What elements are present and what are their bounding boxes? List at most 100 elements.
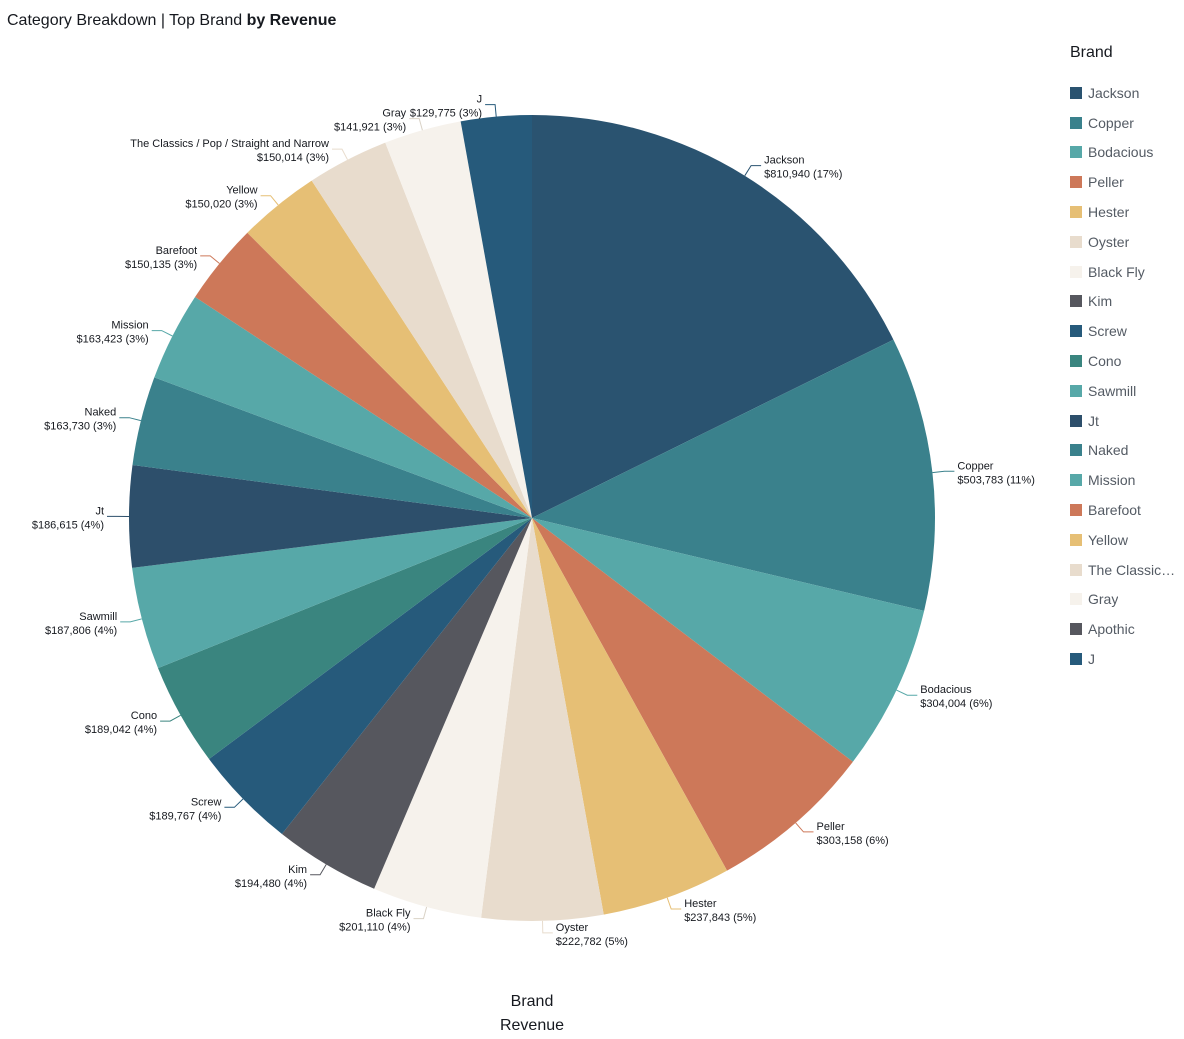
slice-value-label-kim: $194,480 (4%): [235, 878, 307, 890]
legend-item-the-classics-pop-straight-and-narrow[interactable]: The Classics…: [1070, 555, 1182, 585]
legend-item-apothic[interactable]: Apothic: [1070, 614, 1182, 644]
slice-name-label-hester: Hester: [684, 898, 717, 910]
legend-label: Cono: [1088, 353, 1122, 370]
leader-line-the-classics-pop-straight-and-narrow: [332, 148, 348, 160]
slice-value-label-sawmill: $187,806 (4%): [45, 625, 117, 637]
legend-swatch: [1070, 444, 1082, 457]
legend-swatch: [1070, 623, 1082, 636]
legend-swatch: [1070, 563, 1082, 576]
pie-slice-peller[interactable]: [532, 518, 853, 871]
slice-name-label-naked: Naked: [85, 407, 117, 419]
leader-line-kim: [310, 864, 327, 876]
legend-item-sawmill[interactable]: Sawmill: [1070, 376, 1182, 406]
legend-item-jackson[interactable]: Jackson: [1070, 78, 1182, 108]
slice-value-label-gray: $141,921 (3%): [334, 122, 406, 134]
pie-slice-oyster[interactable]: [481, 518, 604, 922]
legend-label: J: [1088, 651, 1095, 668]
leader-line-bodacious: [896, 689, 918, 696]
legend-item-copper[interactable]: Copper: [1070, 108, 1182, 138]
pie-slice-hester[interactable]: [532, 518, 728, 915]
pie-slice-j[interactable]: [460, 115, 532, 518]
legend-label: Apothic: [1088, 621, 1135, 638]
slice-value-label-screw: $189,767 (4%): [149, 810, 221, 822]
legend-swatch: [1070, 593, 1082, 606]
legend-swatch: [1070, 206, 1082, 219]
leader-line-hester: [666, 897, 682, 910]
pie-slice-cono[interactable]: [158, 518, 532, 760]
legend-label: Yellow: [1088, 531, 1128, 548]
pie-slice-screw[interactable]: [209, 518, 532, 835]
legend-label: Copper: [1088, 114, 1134, 131]
legend-label: Jt: [1088, 412, 1099, 429]
leader-line-jackson: [744, 165, 762, 176]
legend-item-jt[interactable]: Jt: [1070, 406, 1182, 436]
pie-slice-jt[interactable]: [128, 465, 532, 568]
pie-slice-sawmill[interactable]: [132, 518, 532, 669]
legend-item-j[interactable]: J: [1070, 644, 1182, 674]
legend-swatch: [1070, 533, 1082, 546]
slice-name-label-jt: Jt: [95, 505, 104, 517]
slice-value-label-jt: $186,615 (4%): [32, 519, 104, 531]
slice-value-label-oyster: $222,782 (5%): [556, 936, 628, 948]
pie-slice-barefoot[interactable]: [195, 232, 532, 518]
legend-item-yellow[interactable]: Yellow: [1070, 525, 1182, 555]
legend-item-hester[interactable]: Hester: [1070, 197, 1182, 227]
legend-swatch: [1070, 295, 1082, 308]
pie-slice-the-classics-pop-straight-and-narrow[interactable]: [311, 142, 532, 519]
value-axis-label: Revenue: [499, 1017, 565, 1034]
legend-swatch: [1070, 414, 1082, 427]
legend-item-oyster[interactable]: Oyster: [1070, 227, 1182, 257]
legend-item-peller[interactable]: Peller: [1070, 167, 1182, 197]
pie-slice-jackson[interactable]: [532, 115, 894, 518]
pie-slice-copper[interactable]: [532, 339, 936, 611]
legend-item-barefoot[interactable]: Barefoot: [1070, 495, 1182, 525]
slice-value-label-copper: $503,783 (11%): [957, 474, 1034, 486]
legend-label: Black Fly: [1088, 263, 1145, 280]
pie-slice-black-fly[interactable]: [374, 518, 532, 918]
leader-line-yellow: [260, 195, 279, 206]
legend-item-naked[interactable]: Naked: [1070, 436, 1182, 466]
leader-line-oyster: [542, 920, 553, 934]
slice-name-label-cono: Cono: [131, 710, 157, 722]
slice-name-label-kim: Kim: [288, 864, 307, 876]
slice-value-label-barefoot: $150,135 (3%): [125, 259, 197, 271]
pie-slice-yellow[interactable]: [247, 180, 532, 518]
pie-slice-gray[interactable]: [385, 121, 532, 519]
legend-label: Gray: [1088, 591, 1119, 608]
legend-item-cono[interactable]: Cono: [1070, 346, 1182, 376]
pie-slice-kim[interactable]: [281, 518, 532, 889]
legend-label: Naked: [1088, 442, 1129, 459]
leader-line-j: [485, 104, 497, 117]
legend-label: Hester: [1088, 204, 1130, 221]
legend-swatch: [1070, 86, 1082, 99]
legend-item-bodacious[interactable]: Bodacious: [1070, 138, 1182, 168]
legend-swatch: [1070, 116, 1082, 129]
leader-line-cono: [160, 714, 181, 722]
legend-item-mission[interactable]: Mission: [1070, 465, 1182, 495]
leader-line-black-fly: [413, 906, 428, 920]
pie-slice-bodacious[interactable]: [532, 518, 925, 762]
slice-value-label-hester: $237,843 (5%): [684, 912, 756, 924]
legend-label: Barefoot: [1088, 502, 1141, 519]
legend-item-screw[interactable]: Screw: [1070, 316, 1182, 346]
slice-value-label-bodacious: $304,004 (6%): [920, 698, 992, 710]
legend-title: Brand: [1070, 44, 1113, 61]
pie-slice-mission[interactable]: [154, 296, 532, 518]
slice-value-label-black-fly: $201,110 (4%): [339, 922, 410, 934]
legend-item-black-fly[interactable]: Black Fly: [1070, 257, 1182, 287]
leader-line-screw: [224, 798, 244, 808]
legend-swatch: [1070, 504, 1082, 517]
slice-name-label-mission: Mission: [111, 320, 148, 332]
slice-name-label-sawmill: Sawmill: [79, 611, 117, 623]
pie-slice-naked[interactable]: [132, 377, 533, 518]
slice-name-label-gray: Gray: [382, 108, 406, 120]
legend-items: Jackson Copper Bodacious Peller Hester Oyster…: [1070, 78, 1182, 674]
pie-chart: Jackson $810,940 (17%) Copper $503,783 (11%…: [32, 94, 1035, 948]
legend-item-gray[interactable]: Gray: [1070, 585, 1182, 615]
leader-line-copper: [932, 470, 955, 474]
chart-title-bold: by Revenue: [246, 12, 337, 29]
leader-line-peller: [795, 822, 814, 833]
slice-name-label-jackson: Jackson: [764, 155, 804, 167]
slice-name-label-screw: Screw: [191, 796, 222, 808]
legend-item-kim[interactable]: Kim: [1070, 287, 1182, 317]
